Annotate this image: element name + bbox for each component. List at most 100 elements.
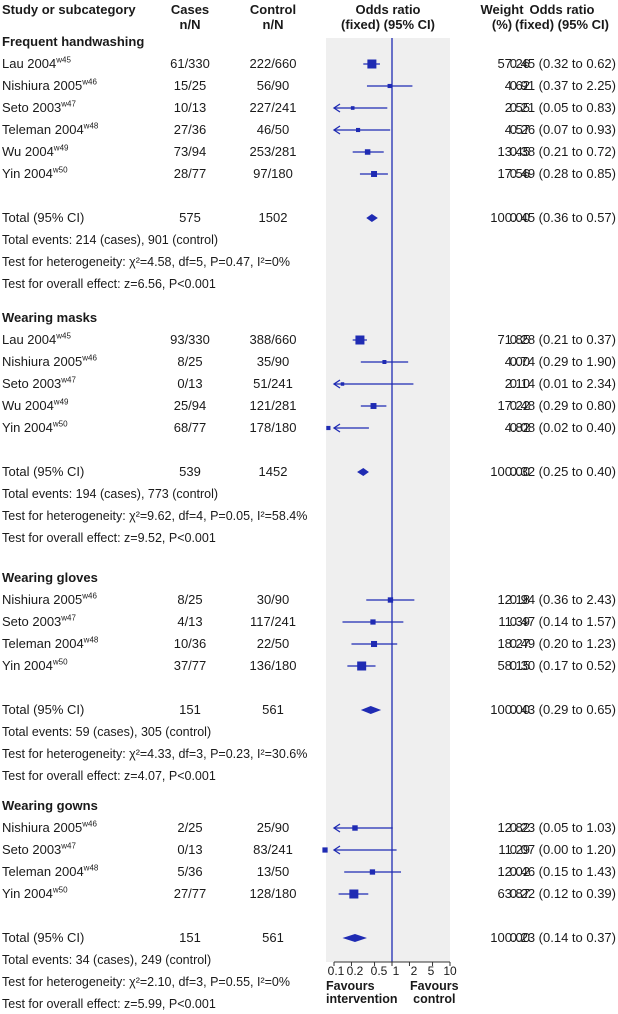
study-point-estimate [370, 619, 376, 625]
study-name: Yin 2004w50 [2, 418, 68, 438]
plot-panel [326, 38, 450, 962]
odds-ratio-value: 0.74 (0.29 to 1.90) [509, 354, 616, 369]
cases-value: 8/25 [177, 592, 203, 607]
study-point-estimate [367, 59, 377, 69]
cases-value: 73/94 [173, 144, 207, 159]
ci-arrow-left [332, 103, 341, 113]
weight-value: 71.85 [497, 332, 530, 347]
study-name-text: Seto 2003 [2, 376, 62, 391]
weight-value: 17.22 [497, 398, 530, 413]
control-value: 46/50 [256, 122, 290, 137]
study-row: Wu 2004w49 73/94 253/281 13.45 0.38 (0.21 to… [0, 142, 618, 162]
study-row: Teleman 2004w48 5/36 13/50 12.02 0.46 (0.15 … [0, 862, 618, 882]
total-weight: 100.00 [490, 464, 530, 479]
study-point-estimate [371, 171, 378, 177]
study-reference: w49 [53, 397, 69, 407]
control-value: 222/660 [249, 56, 297, 71]
section-title: Frequent handwashing [2, 34, 145, 49]
study-reference: w45 [56, 55, 71, 65]
weight-value: 57.26 [497, 56, 530, 71]
total-row: Total (95% CI) 151 561 100.00 0.43 (0.29 to … [0, 700, 618, 720]
total-events-row: Total events: 59 (cases), 305 (control) [0, 722, 618, 742]
section-title: Wearing masks [2, 310, 98, 325]
study-name-text: Yin 2004 [2, 658, 53, 673]
ci-arrow-left [332, 125, 341, 135]
weight-value: 13.45 [497, 144, 530, 159]
ci-arrow-left [332, 845, 341, 855]
study-name-text: Nishiura 2005 [2, 354, 83, 369]
cases-column-header: Cases n/N [170, 2, 210, 32]
weight-value: 63.87 [497, 886, 530, 901]
study-name-text: Seto 2003 [2, 842, 62, 857]
control-value: 83/241 [253, 842, 293, 857]
study-point-estimate [350, 106, 355, 110]
total-events-row: Total events: 214 (cases), 901 (control) [0, 230, 618, 250]
study-point-estimate [370, 403, 377, 409]
axis-tick-label: 0.5 [370, 964, 388, 978]
or-column-header: Odds ratio (fixed) (95% CI) [515, 2, 609, 32]
odds-ratio-value: 0.08 (0.02 to 0.40) [509, 420, 616, 435]
cases-value: 8/25 [177, 354, 203, 369]
study-point-estimate [382, 360, 387, 364]
study-name: Teleman 2004w48 [2, 634, 98, 654]
ci-arrow-left [332, 423, 341, 433]
odds-ratio-value: 0.30 (0.17 to 0.52) [509, 658, 616, 673]
total-label: Total (95% CI) [2, 702, 85, 717]
cases-value: 0/13 [177, 842, 203, 857]
study-point-estimate [364, 149, 371, 155]
study-name-text: Yin 2004 [2, 420, 53, 435]
cases-value: 25/94 [173, 398, 207, 413]
total-cases: 151 [179, 930, 201, 945]
total-control: 1502 [258, 210, 288, 225]
total-label: Total (95% CI) [2, 464, 85, 479]
total-weight: 100.00 [490, 930, 530, 945]
heterogeneity-row: Test for heterogeneity: χ²=4.58, df=5, P… [0, 252, 618, 272]
study-name: Yin 2004w50 [2, 884, 68, 904]
study-name-text: Yin 2004 [2, 166, 53, 181]
control-value: 51/241 [253, 376, 293, 391]
study-point-estimate [387, 597, 394, 603]
total-label: Total (95% CI) [2, 210, 85, 225]
odds-ratio-value: 0.47 (0.14 to 1.57) [509, 614, 616, 629]
weight-value: 12.18 [497, 592, 530, 607]
cases-value: 5/36 [177, 864, 203, 879]
total-events: Total events: 59 (cases), 305 (control) [2, 725, 212, 739]
odds-ratio-value: 0.46 (0.15 to 1.43) [509, 864, 616, 879]
study-name: Teleman 2004w48 [2, 120, 98, 140]
study-row: Seto 2003w47 0/13 83/241 11.29 0.07 (0.00 to… [0, 840, 618, 860]
control-column-header: Control n/N [249, 2, 297, 32]
total-odds-ratio: 0.43 (0.29 to 0.65) [509, 702, 616, 717]
heterogeneity-row: Test for heterogeneity: χ²=4.33, df=3, P… [0, 744, 618, 764]
study-reference: w47 [61, 375, 76, 385]
study-row: Lau 2004w45 61/330 222/660 57.26 0.45 (0.32 … [0, 54, 618, 74]
cases-value: 0/13 [177, 376, 203, 391]
study-reference: w50 [52, 657, 68, 667]
ci-arrow-left [332, 379, 341, 389]
heterogeneity-row: Test for heterogeneity: χ²=9.62, df=4, P… [0, 506, 618, 526]
study-row: Yin 2004w50 37/77 136/180 58.15 0.30 (0.17 t… [0, 656, 618, 676]
total-odds-ratio: 0.32 (0.25 to 0.40) [509, 464, 616, 479]
study-reference: w45 [56, 331, 71, 341]
study-name: Wu 2004w49 [2, 396, 68, 416]
study-row: Yin 2004w50 27/77 128/180 63.87 0.22 (0.12 t… [0, 884, 618, 904]
study-row: Lau 2004w45 93/330 388/660 71.85 0.28 (0.21 … [0, 330, 618, 350]
axis-tick-label: 1 [392, 964, 400, 978]
cases-value: 37/77 [173, 658, 207, 673]
odds-ratio-value: 0.38 (0.21 to 0.72) [509, 144, 616, 159]
study-reference: w50 [52, 419, 68, 429]
cases-value: 4/13 [177, 614, 203, 629]
ci-arrow-left [332, 823, 341, 833]
axis-tick-label: 0.1 [327, 964, 345, 978]
study-name: Yin 2004w50 [2, 656, 68, 676]
control-value: 388/660 [249, 332, 297, 347]
study-name-text: Yin 2004 [2, 886, 53, 901]
study-name-text: Teleman 2004 [2, 864, 84, 879]
study-name: Wu 2004w49 [2, 142, 68, 162]
total-weight: 100.00 [490, 702, 530, 717]
axis-tick-label: 0.2 [346, 964, 364, 978]
weight-value: 58.15 [497, 658, 530, 673]
odds-ratio-value: 0.26 (0.07 to 0.93) [509, 122, 616, 137]
total-events: Total events: 214 (cases), 901 (control) [2, 233, 219, 247]
axis-tick-label: 10 [443, 964, 457, 978]
